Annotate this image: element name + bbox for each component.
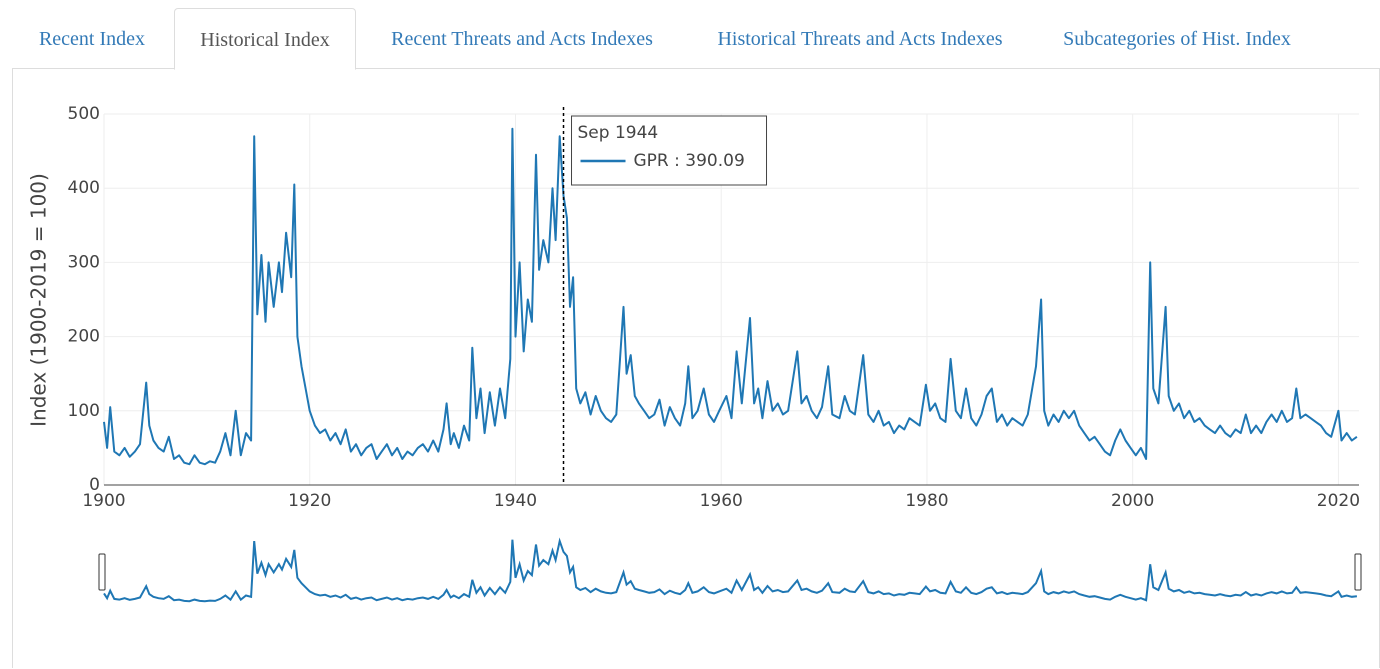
y-axis-title: Index (1900-2019 = 100) — [27, 173, 51, 427]
y-tick-label: 500 — [68, 104, 100, 124]
x-tick-label: 2000 — [1111, 491, 1154, 511]
x-tick-label: 2020 — [1317, 491, 1360, 511]
tab[interactable]: Historical Threats and Acts Indexes — [717, 28, 1003, 50]
y-tick-label: 200 — [68, 327, 100, 347]
tooltip-box — [571, 115, 768, 186]
y-tick-label: 0 — [89, 475, 100, 495]
tab-active[interactable]: Historical Index — [174, 8, 356, 70]
tab[interactable]: Recent Threats and Acts Indexes — [391, 28, 653, 50]
tooltip-date: Sep 1944 — [578, 123, 659, 143]
x-tick-label: 1920 — [288, 491, 331, 511]
range-handle[interactable] — [98, 553, 106, 591]
x-tick-label: 1960 — [700, 491, 743, 511]
range-handle[interactable] — [1354, 553, 1362, 591]
tab[interactable]: Recent Index — [38, 28, 146, 50]
x-tick-label: 1940 — [494, 491, 537, 511]
tooltip-label: GPR : 390.09 — [634, 151, 745, 171]
y-tick-label: 100 — [68, 401, 100, 421]
y-tick-label: 300 — [68, 252, 100, 272]
x-tick-label: 1900 — [82, 491, 125, 511]
x-tick-label: 1980 — [905, 491, 948, 511]
data-line — [103, 127, 1358, 466]
range-slider-line — [103, 537, 1358, 603]
tab-bar: Recent Index Historical Index Recent Thr… — [12, 8, 1380, 70]
y-tick-label: 400 — [68, 178, 100, 198]
tab[interactable]: Subcategories of Hist. Index — [1063, 28, 1291, 50]
